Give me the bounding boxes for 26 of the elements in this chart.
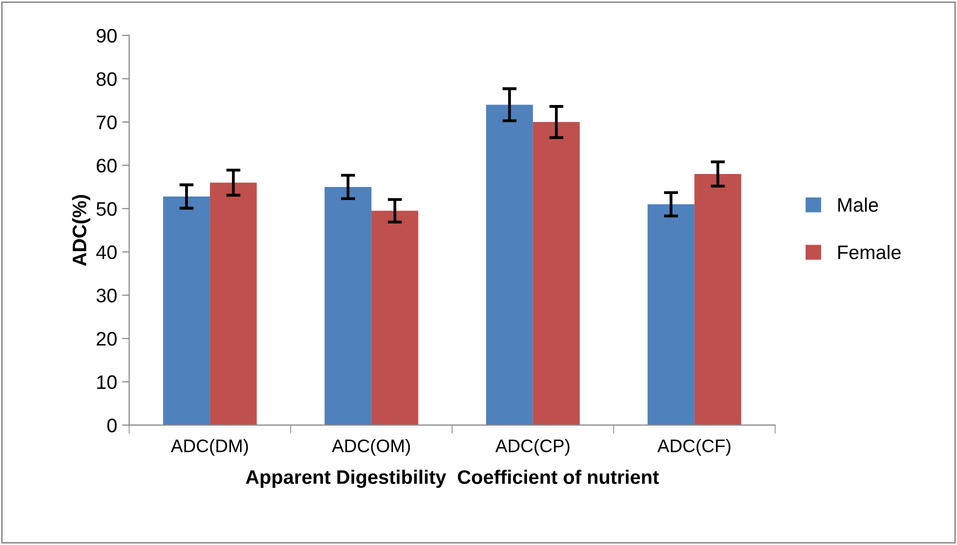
bar — [648, 204, 694, 426]
legend-label: Female — [838, 244, 901, 260]
y-tick-label: 70 — [96, 115, 117, 130]
y-tick-label: 30 — [96, 288, 117, 302]
y-tick-label: 20 — [96, 332, 117, 346]
y-tick-label: 90 — [96, 28, 117, 43]
bar — [694, 174, 742, 426]
bar — [324, 186, 372, 426]
x-tick-label: ADC(OM) — [332, 438, 410, 456]
y-tick-label: 10 — [97, 375, 117, 390]
x-tick-label: ADC(CF) — [657, 438, 730, 456]
y-tick-label: 40 — [96, 245, 117, 260]
x-tick-label: ADC(CP) — [495, 438, 570, 456]
y-tick-label: 80 — [96, 72, 117, 86]
bar — [486, 104, 533, 426]
bar — [371, 210, 418, 426]
bar — [163, 196, 210, 426]
legend-label: Male — [838, 198, 878, 212]
bar — [532, 122, 580, 426]
bar — [210, 182, 257, 426]
y-tick-label: 0 — [107, 418, 117, 432]
x-tick-label: ADC(DM) — [170, 438, 248, 456]
x-axis-title: Apparent Digestibility Coefficient of nutrient — [246, 470, 659, 488]
y-tick-label: 60 — [96, 158, 117, 173]
y-axis-title: ADC(%) — [72, 195, 90, 266]
y-tick-label: 50 — [96, 202, 117, 216]
